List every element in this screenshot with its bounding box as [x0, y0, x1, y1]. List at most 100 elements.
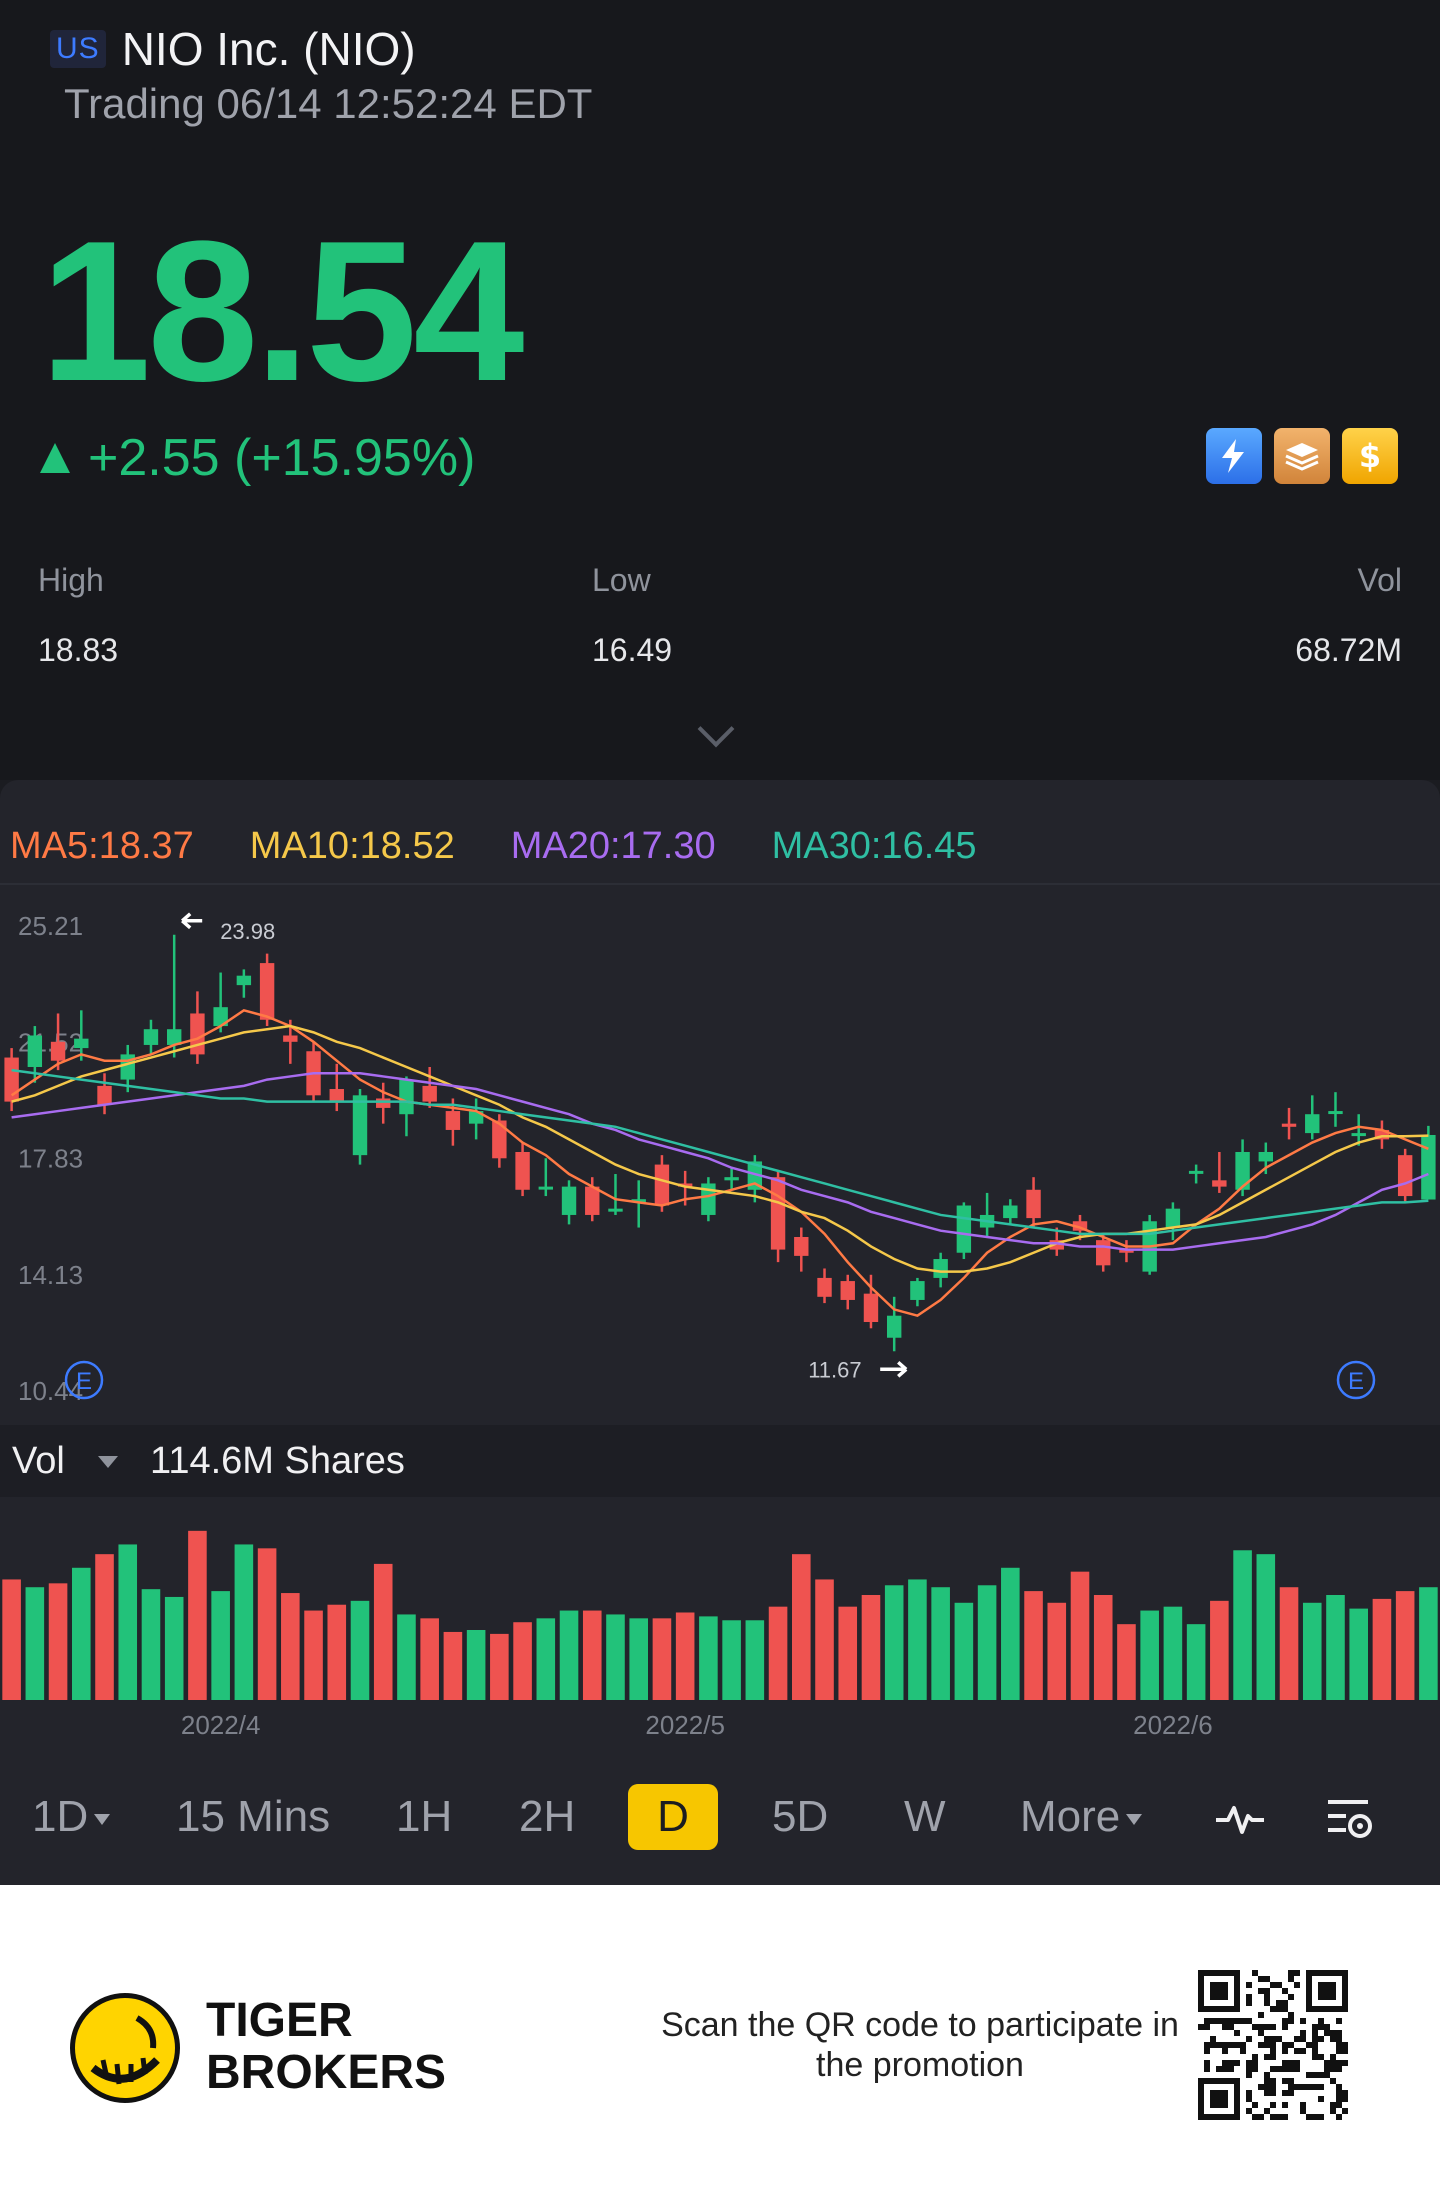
qr-module	[1276, 2114, 1282, 2120]
qr-module	[1300, 2108, 1306, 2114]
qr-module	[1324, 2024, 1330, 2030]
y-tick-label: 10.44	[18, 1376, 83, 1406]
promo-footer	[0, 1885, 1440, 2207]
price-change: +2.55 (+15.95%)	[40, 428, 475, 488]
volume-bar	[95, 1554, 114, 1700]
qr-module	[1330, 2060, 1336, 2066]
stack-a-icon[interactable]	[1274, 428, 1330, 484]
volume-indicator-label[interactable]: Vol	[12, 1440, 65, 1482]
qr-module	[1282, 2006, 1288, 2012]
volume-bar	[1372, 1598, 1392, 1700]
tab-2h[interactable]: 2H	[519, 1792, 576, 1841]
tab-w[interactable]: W	[904, 1792, 946, 1841]
qr-code[interactable]	[1198, 1970, 1348, 2120]
qr-module	[1282, 1988, 1288, 1994]
volume-bar	[373, 1563, 393, 1700]
qr-module	[1204, 2066, 1210, 2072]
tab-1d[interactable]: 1D	[32, 1784, 111, 1850]
volume-bar	[304, 1610, 323, 1700]
qr-module	[1270, 2078, 1276, 2084]
volume-bar	[931, 1587, 950, 1700]
volume-bar	[1395, 1591, 1415, 1700]
candle-body	[50, 1041, 66, 1061]
volume-bar	[884, 1585, 904, 1700]
chart-settings-icon[interactable]	[1322, 1790, 1378, 1846]
qr-module	[1342, 2060, 1348, 2066]
volume-bar	[1186, 1624, 1206, 1700]
volume-bar	[1302, 1602, 1322, 1700]
svg-text:$: $	[1359, 437, 1381, 475]
qr-module	[1336, 2114, 1342, 2120]
ma30-label: MA30:16.45	[771, 825, 977, 867]
qr-module	[1264, 2000, 1270, 2006]
volume-chart[interactable]: 2022/4 2022/5 2022/6	[0, 1500, 1440, 1760]
low-label: Low	[592, 562, 651, 598]
qr-module	[1282, 2000, 1288, 2006]
qr-module	[1264, 2036, 1270, 2042]
qr-module	[1258, 2024, 1264, 2030]
volume-bar	[559, 1610, 579, 1700]
volume-bar	[420, 1618, 439, 1700]
qr-module	[1210, 2036, 1216, 2042]
volume-dropdown-icon[interactable]	[98, 1456, 118, 1468]
candle-body	[1049, 1240, 1064, 1250]
volume-bar	[72, 1567, 91, 1700]
qr-module	[1294, 2036, 1300, 2042]
tab-d[interactable]: D	[628, 1784, 718, 1850]
flash-1-icon[interactable]	[1206, 428, 1262, 484]
qr-module	[1258, 1988, 1264, 1994]
indicator-icon[interactable]	[1212, 1790, 1268, 1846]
qr-module	[1312, 2084, 1318, 2090]
qr-module	[1342, 2090, 1348, 2096]
qr-module	[1264, 2108, 1270, 2114]
ma10-label: MA10:18.52	[249, 825, 455, 867]
qr-module	[1294, 1982, 1300, 1988]
qr-module	[1312, 2042, 1318, 2048]
qr-module	[1300, 2030, 1306, 2036]
y-tick-label: 25.21	[18, 911, 83, 941]
candle-body	[561, 1186, 577, 1215]
qr-module	[1330, 2102, 1336, 2108]
qr-module	[1264, 2084, 1270, 2090]
ma10-line	[11, 1024, 1429, 1273]
vol-value-header: 68.72M	[1295, 632, 1402, 668]
qr-module	[1264, 1994, 1270, 2000]
tab-5d[interactable]: 5D	[772, 1792, 829, 1841]
tab-1h[interactable]: 1H	[396, 1792, 453, 1841]
qr-module	[1216, 2066, 1222, 2072]
volume-bar	[1163, 1606, 1183, 1700]
candle-body	[1351, 1133, 1366, 1137]
candle-body	[376, 1098, 391, 1108]
qr-module	[1216, 2042, 1222, 2048]
caret-down-icon	[1126, 1813, 1143, 1825]
feature-badges: $	[1206, 428, 1398, 484]
volume-bar	[48, 1583, 68, 1700]
tab-15-mins[interactable]: 15 Mins	[176, 1792, 331, 1841]
earnings-marker-icon	[64, 1360, 104, 1400]
candle-body	[817, 1277, 832, 1297]
volume-bar	[490, 1633, 509, 1700]
candle-body	[608, 1208, 623, 1212]
dollar-icon[interactable]: $	[1342, 428, 1398, 484]
qr-module	[1276, 2066, 1282, 2072]
candle-body	[910, 1281, 925, 1300]
qr-module	[1282, 2102, 1288, 2108]
min-price-label: 11.67	[808, 1357, 861, 1382]
qr-module	[1270, 2048, 1276, 2054]
qr-module	[1300, 2018, 1306, 2024]
candle-body	[747, 1161, 763, 1190]
tab-more[interactable]: More	[1020, 1784, 1143, 1850]
qr-module	[1276, 1982, 1282, 1988]
qr-module	[1282, 2024, 1288, 2030]
qr-module	[1270, 2114, 1276, 2120]
high-label: High	[38, 562, 104, 598]
qr-module	[1258, 1976, 1264, 1982]
qr-module	[1342, 2108, 1348, 2114]
qr-module	[1204, 2042, 1210, 2048]
qr-module	[1336, 2018, 1342, 2024]
volume-bar	[652, 1618, 672, 1700]
qr-module	[1258, 2084, 1264, 2090]
ma30-line	[11, 1068, 1429, 1236]
chart-panel	[0, 780, 1440, 1885]
